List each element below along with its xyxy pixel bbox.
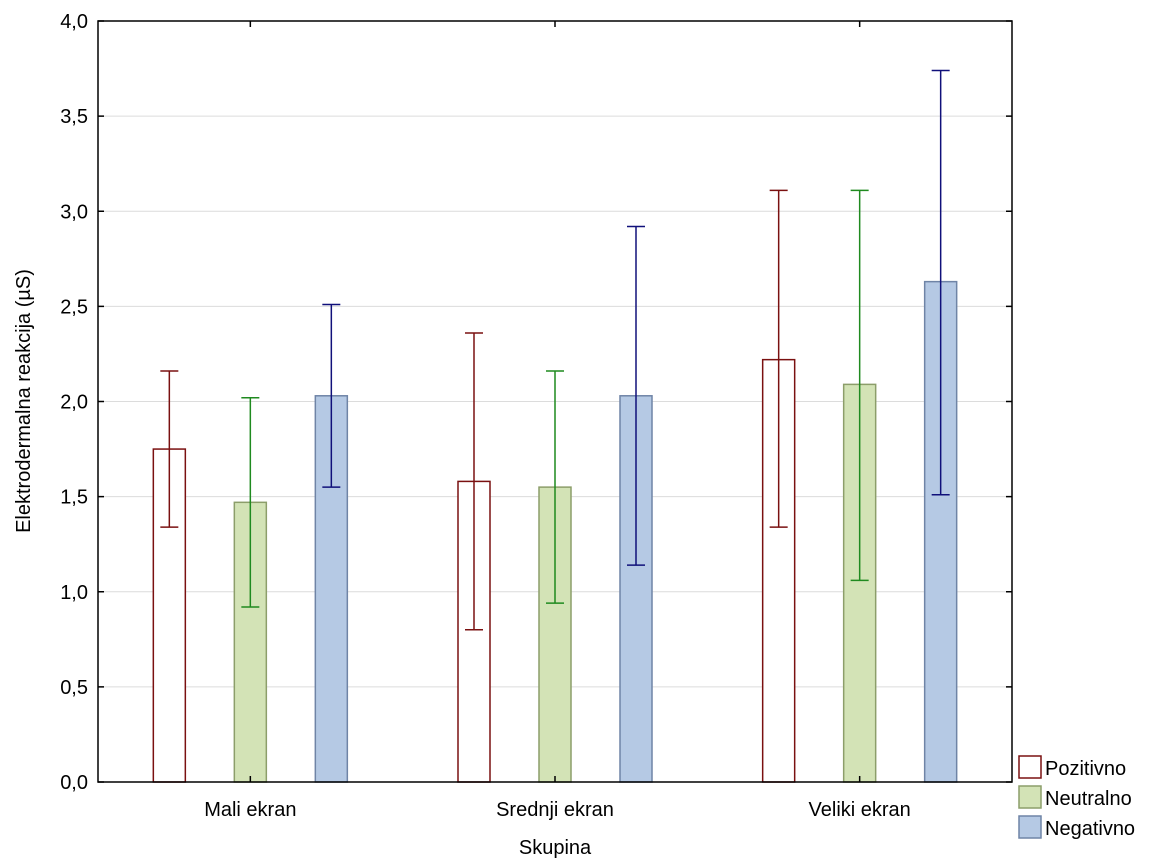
y-tick-label: 2,0 bbox=[60, 392, 88, 414]
error-bar bbox=[241, 396, 260, 608]
x-tick-label: Veliki ekran bbox=[809, 799, 911, 821]
y-tick-label: 0,0 bbox=[60, 772, 88, 794]
x-tick-label: Mali ekran bbox=[204, 799, 296, 821]
legend-swatch bbox=[1018, 815, 1042, 839]
y-axis: 0,0 0,5 1,0 1,5 2,0 2,5 3,0 3,5 4,0 bbox=[60, 11, 1012, 794]
legend-swatch bbox=[1018, 785, 1042, 809]
x-axis: Mali ekran Srednji ekran Veliki ekran bbox=[204, 21, 911, 821]
y-tick-label: 2,5 bbox=[60, 296, 88, 318]
error-bar bbox=[627, 225, 645, 566]
error-bar bbox=[546, 370, 564, 604]
x-tick-label: Srednji ekran bbox=[496, 799, 614, 821]
error-bar bbox=[931, 69, 950, 496]
legend: Pozitivno Neutralno Negativno bbox=[1018, 755, 1135, 840]
y-axis-title: Elektrodermalna reakcija (µS) bbox=[13, 269, 35, 533]
y-tick-label: 4,0 bbox=[60, 11, 88, 33]
y-tick-label: 0,5 bbox=[60, 677, 88, 699]
error-bar bbox=[160, 370, 179, 528]
legend-swatch bbox=[1018, 755, 1042, 779]
x-axis-title: Skupina bbox=[519, 837, 592, 859]
y-tick-label: 1,0 bbox=[60, 582, 88, 604]
bar bbox=[842, 383, 877, 783]
error-bar bbox=[322, 303, 341, 488]
legend-entry: Negativno bbox=[1018, 815, 1135, 840]
y-tick-label: 1,5 bbox=[60, 487, 88, 509]
bar bbox=[761, 358, 796, 783]
legend-label: Negativno bbox=[1045, 818, 1135, 840]
error-bar bbox=[769, 189, 788, 528]
error-bars bbox=[160, 69, 950, 631]
error-bar bbox=[850, 189, 869, 582]
error-bar bbox=[465, 332, 483, 631]
legend-label: Pozitivno bbox=[1045, 758, 1126, 780]
legend-entry: Pozitivno bbox=[1018, 755, 1126, 780]
legend-label: Neutralno bbox=[1045, 788, 1132, 810]
y-tick-label: 3,5 bbox=[60, 106, 88, 128]
legend-entry: Neutralno bbox=[1018, 785, 1132, 810]
y-tick-label: 3,0 bbox=[60, 201, 88, 223]
